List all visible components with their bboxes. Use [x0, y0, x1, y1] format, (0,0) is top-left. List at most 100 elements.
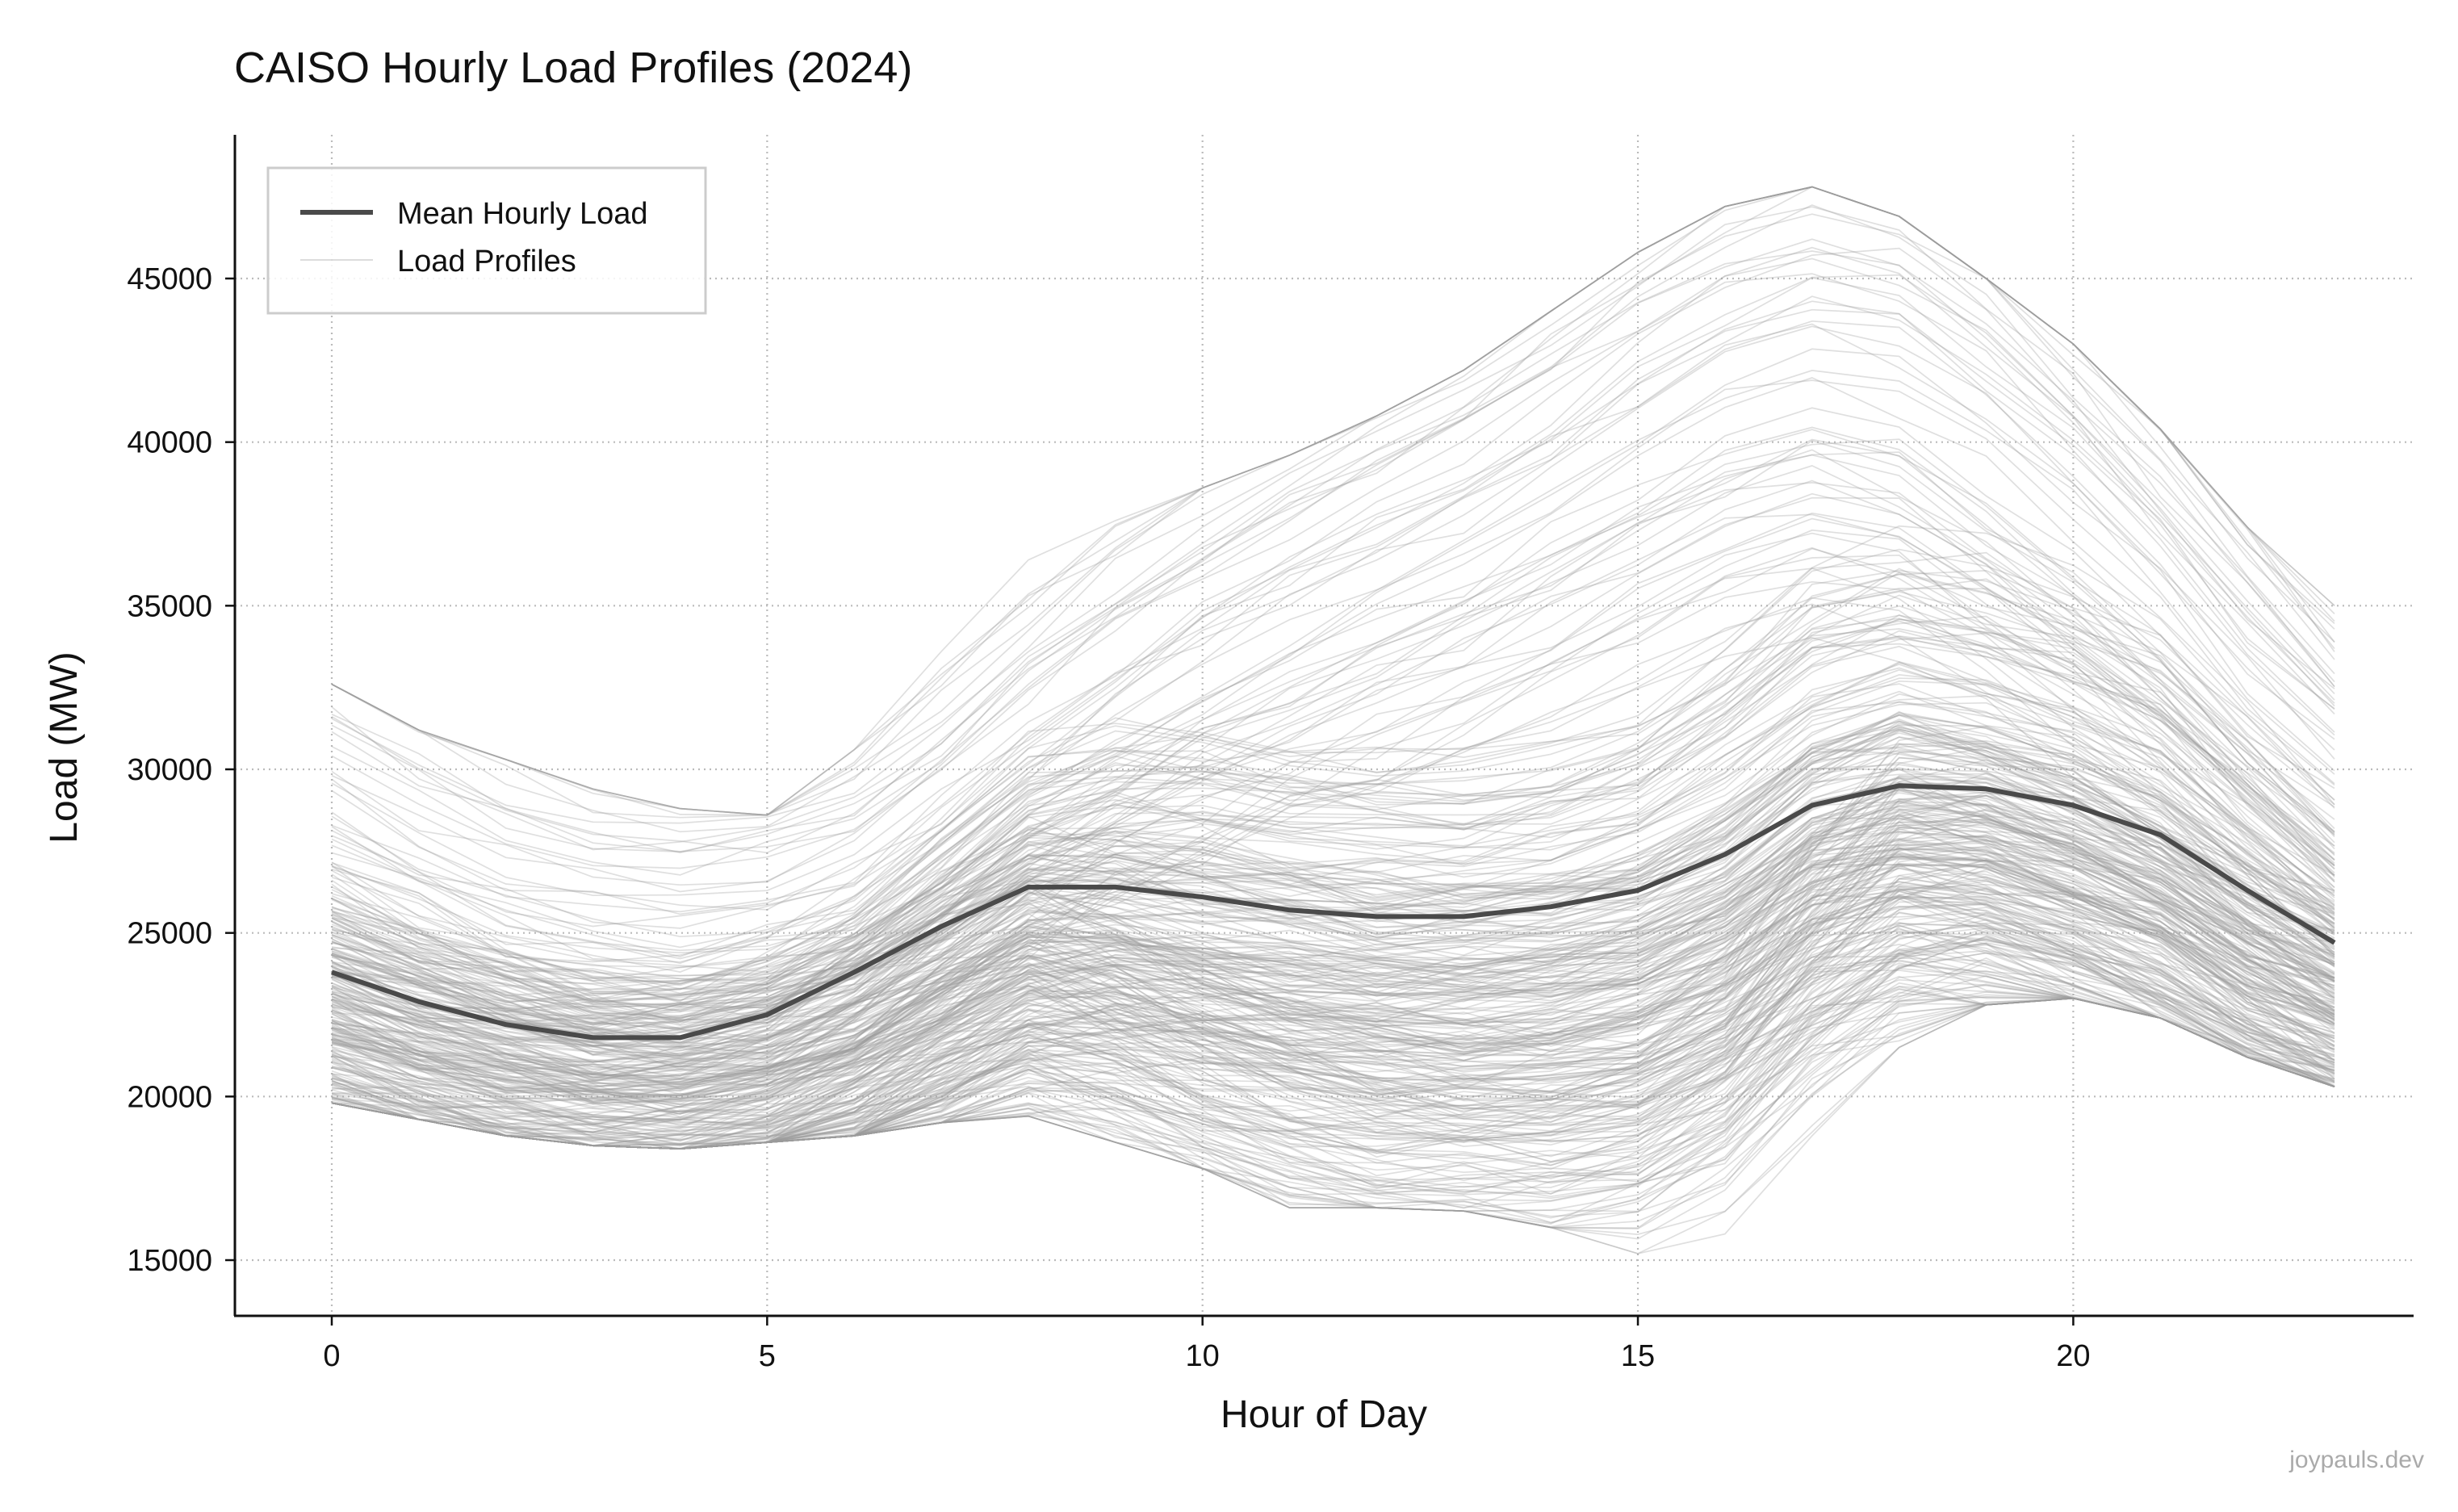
load-profile-line	[331, 864, 2335, 1150]
load-profile-line	[331, 952, 2335, 1198]
load-profile-line	[331, 728, 2335, 1086]
load-profile-line	[331, 258, 2335, 928]
load-profile-line	[331, 997, 2335, 1224]
load-profile-line	[331, 865, 2335, 1150]
load-profile-line	[331, 997, 2335, 1254]
load-profile-line	[331, 855, 2335, 1062]
load-profile-line	[331, 186, 2335, 816]
load-profile-line	[331, 718, 2335, 1002]
legend-box	[266, 166, 707, 315]
load-profile-line	[331, 903, 2335, 1105]
load-profile-line	[331, 206, 2335, 833]
load-profile-line	[331, 204, 2335, 851]
load-profile-line	[331, 869, 2335, 1141]
load-profile-line	[331, 848, 2335, 1134]
load-profile-line	[331, 186, 2335, 824]
load-profile-line	[331, 781, 2335, 1022]
load-profile-line	[331, 572, 2335, 1029]
load-profile-line	[331, 806, 2335, 1074]
load-profile-line	[331, 815, 2335, 1092]
load-profile-line	[331, 778, 2335, 1074]
load-profile-line	[331, 772, 2335, 1080]
load-profile-line	[331, 912, 2335, 1184]
load-profile-line	[331, 847, 2335, 1115]
load-profile-line	[331, 942, 2335, 1193]
load-profile-line	[331, 991, 2335, 1150]
load-profile-line	[331, 725, 2335, 1104]
load-profile-line	[331, 238, 2335, 852]
load-profile-line	[331, 547, 2335, 1115]
load-profile-line	[331, 578, 2335, 1020]
load-profile-line	[331, 827, 2335, 1070]
load-profile-line	[331, 911, 2335, 1150]
load-profile-line	[331, 857, 2335, 1150]
load-profile-line	[331, 952, 2335, 1200]
load-profile-line	[331, 996, 2335, 1217]
load-profile-line	[331, 525, 2335, 1003]
load-profile-line	[331, 702, 2335, 1058]
load-profile-line	[331, 711, 2335, 1099]
load-profile-line	[331, 867, 2335, 1089]
load-profile-line	[331, 713, 2335, 1025]
load-profile-line	[331, 732, 2335, 980]
load-profile-line	[331, 805, 2335, 1091]
load-profile-line	[331, 894, 2335, 1150]
load-profile-line	[331, 724, 2335, 1024]
load-profile-line	[331, 890, 2335, 1118]
load-profile-line	[331, 848, 2335, 1088]
y-tick-label: 15000	[127, 1244, 212, 1278]
load-profile-line	[331, 726, 2335, 1133]
load-profile-line	[331, 862, 2335, 1119]
load-profile-line	[331, 831, 2335, 1049]
load-profile-line	[331, 693, 2335, 1074]
load-profile-line	[331, 997, 2335, 1153]
load-profile-line	[331, 874, 2335, 1150]
load-profile-line	[331, 768, 2335, 1031]
load-profile-line	[331, 764, 2335, 1106]
load-profile-line	[331, 496, 2335, 1001]
y-tick-label: 20000	[127, 1080, 212, 1114]
load-profile-line	[331, 464, 2335, 1003]
load-profile-line	[331, 800, 2335, 1108]
mean-layer	[331, 783, 2336, 1041]
load-profile-line	[331, 840, 2335, 1085]
load-profile-line	[331, 912, 2335, 1116]
load-profile-line	[331, 937, 2335, 1195]
load-profile-line	[331, 957, 2335, 1150]
load-profile-line	[331, 186, 2335, 876]
load-profile-line	[331, 795, 2335, 1059]
load-profile-line	[331, 997, 2335, 1229]
load-profile-line	[331, 818, 2335, 1124]
load-profile-line	[331, 808, 2335, 1057]
load-profile-line	[331, 819, 2335, 1070]
load-profile-line	[331, 615, 2335, 993]
load-profile-line	[331, 952, 2335, 1150]
x-tick-label: 0	[323, 1339, 340, 1373]
load-profile-line	[331, 851, 2335, 1126]
load-profile-line	[331, 997, 2335, 1150]
load-profile-line	[331, 817, 2335, 1120]
load-profile-line	[331, 573, 2335, 973]
load-profile-line	[331, 950, 2335, 1139]
load-profile-line	[331, 787, 2335, 1098]
load-profile-line	[331, 814, 2335, 1099]
load-profile-line	[331, 743, 2335, 1115]
load-profile-line	[331, 517, 2335, 1044]
load-profile-line	[331, 736, 2335, 1028]
load-profile-line	[331, 895, 2335, 1150]
load-profile-line	[331, 714, 2335, 1099]
load-profile-line	[331, 620, 2335, 1008]
load-profile-line	[331, 836, 2335, 1145]
load-profile-line	[331, 810, 2335, 1091]
load-profile-line	[331, 854, 2335, 1130]
load-profile-line	[331, 997, 2335, 1229]
load-profile-line	[331, 845, 2335, 1125]
y-tick-label: 35000	[127, 589, 212, 623]
load-profile-line	[331, 588, 2335, 986]
load-profile-line	[331, 886, 2335, 1154]
load-profile-line	[331, 630, 2335, 1063]
y-tick-label: 40000	[127, 426, 212, 460]
load-profile-line	[331, 568, 2335, 1032]
load-profile-line	[331, 618, 2335, 1057]
load-profile-line	[331, 997, 2335, 1254]
